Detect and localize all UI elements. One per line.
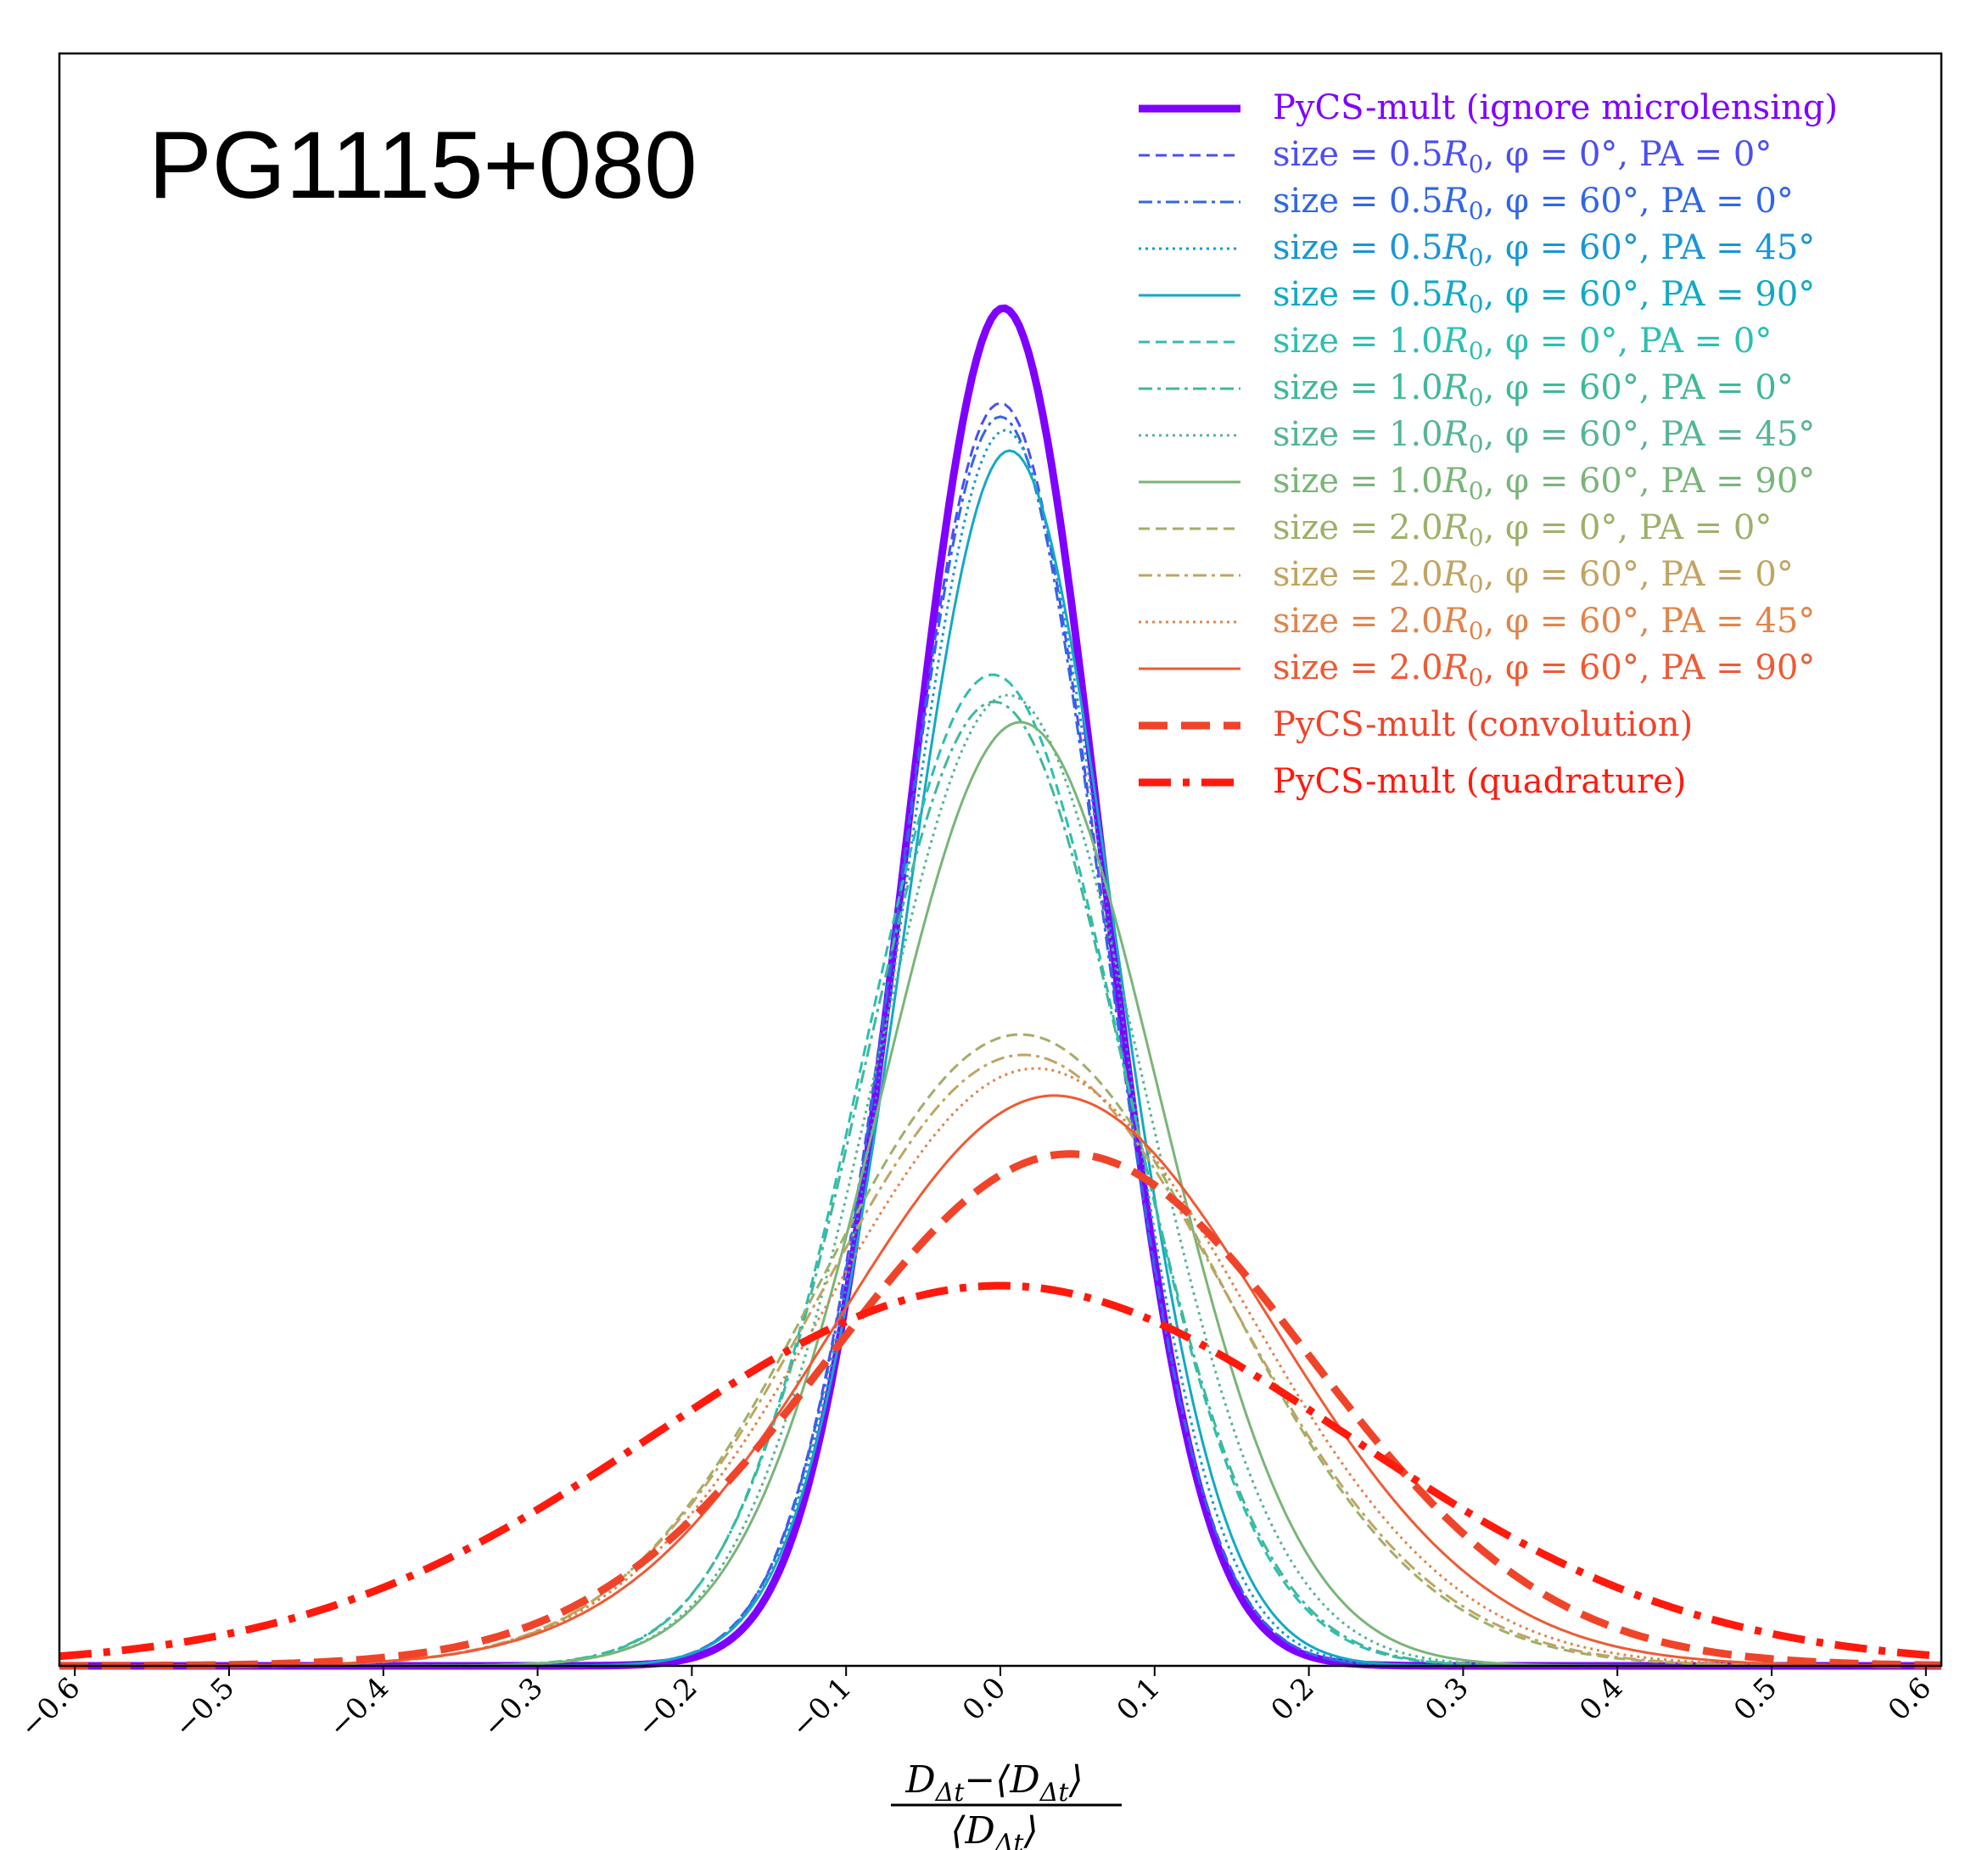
legend-label: size = 1.0R0, φ = 0°, PA = 0° <box>1273 322 1772 365</box>
x-axis-label-numerator: DΔt−⟨DΔt⟩ <box>904 1758 1083 1808</box>
legend-label: size = 1.0R0, φ = 60°, PA = 0° <box>1273 368 1794 412</box>
legend-label: size = 0.5R0, φ = 60°, PA = 90° <box>1273 275 1815 318</box>
x-axis-label-denominator: ⟨DΔt⟩ <box>950 1809 1038 1850</box>
legend-label: PyCS-mult (convolution) <box>1273 705 1693 744</box>
x-axis: −0.6 −0.5 −0.4 −0.3 −0.2 −0.1 0.0 0.1 0.2 0.3 0.4 0… <box>14 1666 1938 1745</box>
x-tick-label: 0.4 <box>1573 1671 1630 1728</box>
legend-label: size = 2.0R0, φ = 60°, PA = 90° <box>1273 648 1815 692</box>
x-tick-label: −0.1 <box>785 1671 859 1745</box>
series-line-12 <box>59 1094 1942 1668</box>
legend-label: PyCS-mult (quadrature) <box>1273 762 1686 801</box>
series-line-8 <box>59 720 1941 1668</box>
series-line-11 <box>59 1067 1941 1668</box>
series-line-6 <box>59 700 1941 1668</box>
x-axis-label: DΔt−⟨DΔt⟩ ⟨DΔt⟩ <box>891 1758 1122 1850</box>
series-line-2 <box>59 415 1941 1668</box>
x-tick-label: 0.5 <box>1728 1671 1784 1728</box>
legend-label: size = 2.0R0, φ = 0°, PA = 0° <box>1273 508 1772 552</box>
legend-label: size = 0.5R0, φ = 60°, PA = 0° <box>1273 182 1794 225</box>
legend-label: size = 2.0R0, φ = 60°, PA = 45° <box>1273 602 1815 645</box>
x-tick-label: 0.0 <box>956 1671 1013 1728</box>
x-tick-label: 0.2 <box>1264 1671 1321 1728</box>
legend-label: size = 0.5R0, φ = 60°, PA = 45° <box>1273 228 1815 272</box>
series-line-13 <box>59 1150 1941 1670</box>
series-line-9 <box>59 1033 1941 1668</box>
x-tick-label: −0.6 <box>14 1671 87 1745</box>
x-tick-label: −0.3 <box>476 1671 550 1745</box>
legend-label: size = 1.0R0, φ = 60°, PA = 45° <box>1273 415 1815 458</box>
x-tick-label: −0.2 <box>630 1671 704 1745</box>
x-tick-label: −0.5 <box>168 1671 242 1745</box>
legend: PyCS-mult (ignore microlensing) size = 0.… <box>1139 88 1838 801</box>
x-tick-label: −0.4 <box>322 1671 395 1745</box>
legend-label: size = 1.0R0, φ = 60°, PA = 90° <box>1273 462 1815 505</box>
legend-label: size = 2.0R0, φ = 60°, PA = 0° <box>1273 555 1794 598</box>
x-tick-label: 0.6 <box>1882 1671 1939 1728</box>
legend-label: size = 0.5R0, φ = 0°, PA = 0° <box>1273 135 1772 178</box>
series-line-5 <box>59 673 1941 1668</box>
legend-label: PyCS-mult (ignore microlensing) <box>1273 88 1838 127</box>
x-tick-label: 0.1 <box>1111 1671 1168 1728</box>
series-line-7 <box>59 693 1941 1668</box>
chart-title: PG1115+080 <box>148 112 697 218</box>
series-line-14 <box>59 1281 1942 1661</box>
x-tick-label: 0.3 <box>1419 1671 1476 1728</box>
series-line-10 <box>59 1053 1941 1668</box>
